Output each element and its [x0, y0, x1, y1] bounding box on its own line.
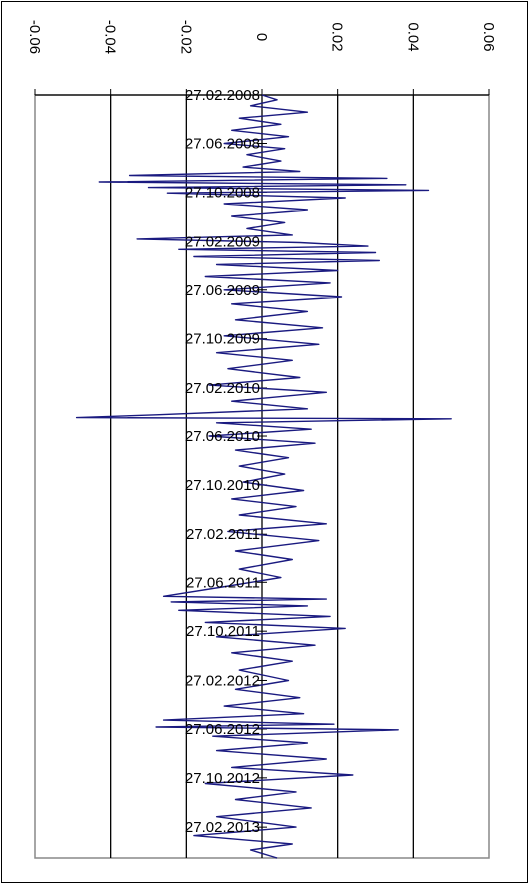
date-tick-label: 27.10.2012 [185, 770, 260, 787]
date-tick-label: 27.06.2010 [185, 428, 260, 445]
date-tick-label: 27.02.2013 [185, 819, 260, 836]
date-tick-label: 27.10.2011 [186, 623, 260, 640]
date-tick-label: 27.02.2008 [185, 87, 260, 104]
value-tick-label: -0.06 [26, 20, 43, 54]
date-tick-label: 27.06.2009 [185, 282, 260, 299]
series-group [75, 94, 452, 859]
date-tick-label: 27.06.2011 [186, 574, 260, 591]
value-tick-label: 0.06 [480, 22, 497, 51]
value-tick-label: 0.04 [404, 22, 421, 51]
date-tick-label: 27.02.2012 [185, 672, 260, 689]
date-tick-labels: 27.02.2008 27.06.2008 27.10.2008 27.02.2009… [185, 87, 260, 836]
date-tick-label: 27.02.2009 [185, 234, 260, 251]
date-tick-label: 27.10.2010 [185, 477, 260, 494]
value-tick-label: -0.02 [177, 20, 194, 54]
value-tick-label: -0.04 [102, 20, 119, 54]
date-tick-label: 27.06.2008 [185, 135, 260, 152]
value-tick-labels: -0.06 -0.04 -0.02 0 0.02 0.04 0.06 [26, 20, 497, 54]
value-tick-label: 0.02 [329, 22, 346, 51]
value-tick-label: 0 [253, 33, 270, 41]
date-tick-label: 27.02.2011 [186, 526, 260, 543]
gridlines [34, 89, 490, 859]
date-tick-label: 27.10.2009 [185, 331, 260, 348]
date-tick-label: 27.06.2012 [185, 721, 260, 738]
date-tick-label: 27.10.2008 [185, 184, 260, 201]
date-tick-label: 27.02.2010 [185, 380, 260, 397]
series-line [75, 94, 452, 859]
